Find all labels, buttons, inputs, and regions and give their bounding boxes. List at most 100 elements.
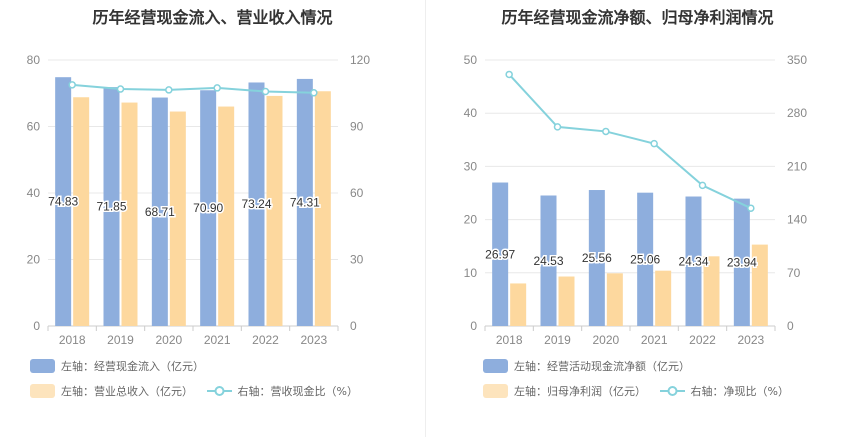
right-axis-tick-label: 60 (350, 186, 364, 200)
x-axis-tick-label: 2018 (496, 333, 523, 347)
legend-swatch-blue (30, 359, 55, 373)
bar-value-label: 23.94 (727, 255, 757, 269)
legend-line-icon (206, 386, 232, 396)
x-axis-tick-label: 2018 (59, 333, 86, 347)
bar-value-label: 68.71 (145, 205, 175, 219)
bar-2020-series-2[interactable] (606, 273, 623, 326)
bar-2022-series-1[interactable] (248, 82, 265, 327)
x-axis-tick-label: 2022 (689, 333, 716, 347)
x-axis-tick-label: 2020 (155, 333, 182, 347)
x-axis-tick-label: 2019 (544, 333, 571, 347)
bar-2023-series-1[interactable] (733, 198, 750, 326)
left-chart-plot: 0 20 40 60 80 0 30 60 90 120 2018 2019 2020 2021 2022 2… (27, 53, 371, 347)
x-axis-tick-label: 2023 (300, 333, 327, 347)
bar-2020-series-1[interactable] (588, 190, 605, 326)
bar-value-label: 26.97 (485, 247, 515, 261)
bar-2022-series-1[interactable] (685, 196, 702, 326)
right-axis-tick-label: 280 (787, 106, 807, 120)
legend-label: 左轴：归母净利润（亿元） (514, 385, 646, 398)
left-axis-tick-label: 20 (464, 213, 478, 227)
left-axis-tick-label: 30 (464, 159, 478, 173)
right-axis-tick-label: 210 (787, 159, 807, 173)
x-axis-tick-label: 2020 (592, 333, 619, 347)
left-axis-tick-label: 0 (33, 319, 40, 333)
left-axis-tick-label: 80 (27, 53, 41, 67)
legend-label: 左轴：营业总收入（亿元） (61, 385, 193, 398)
bar-2018-series-2[interactable] (73, 97, 90, 327)
left-axis-tick-label: 60 (27, 120, 41, 134)
ratio-point-2021[interactable] (213, 84, 221, 92)
x-axis-tick-label: 2021 (641, 333, 668, 347)
legend-line-icon (659, 386, 685, 396)
bar-value-label: 25.56 (582, 251, 612, 265)
bar-value-label: 74.83 (48, 195, 78, 209)
chart-title: 历年经营现金流净额、归母净利润情况 (501, 8, 774, 27)
ratio-point-2020[interactable] (602, 127, 610, 136)
bar-2020-series-1[interactable] (151, 97, 168, 327)
legend-row-2: 左轴：营业总收入（亿元） 右轴：营收现金比（%） (30, 383, 368, 401)
ratio-line (508, 73, 752, 210)
ratio-point-2023[interactable] (310, 89, 318, 97)
bar-2023-series-1[interactable] (296, 78, 313, 326)
left-axis-tick-label: 40 (464, 106, 478, 120)
panel-divider (425, 0, 426, 437)
legend-label: 左轴：经营活动现金流净额（亿元） (514, 360, 690, 373)
legend-swatch-orange (30, 384, 55, 398)
right-axis-tick-label: 120 (350, 53, 370, 67)
left-axis-tick-label: 40 (27, 186, 41, 200)
right-axis-tick-label: 30 (350, 253, 364, 267)
bar-value-label: 74.31 (290, 195, 320, 209)
ratio-line (72, 83, 314, 94)
bar-value-label: 73.24 (241, 197, 271, 211)
right-axis-tick-label: 350 (787, 53, 807, 67)
right-axis-tick-label: 70 (787, 266, 801, 280)
bar-2023-series-2[interactable] (314, 91, 331, 326)
bar-2018-series-1[interactable] (55, 77, 72, 326)
ratio-point-2018[interactable] (68, 81, 76, 89)
left-axis-tick-label: 0 (470, 319, 477, 333)
legend-item-ratio[interactable]: 右轴：营收现金比（%） (206, 383, 358, 399)
bar-2021-series-2[interactable] (655, 270, 672, 326)
bar-value-label: 70.90 (193, 201, 223, 215)
bar-2019-series-2[interactable] (121, 102, 138, 326)
bar-2021-series-1[interactable] (637, 192, 654, 326)
bar-value-label: 24.53 (533, 254, 563, 268)
ratio-point-2023[interactable] (747, 204, 755, 212)
x-axis-tick-label: 2021 (204, 333, 231, 347)
legend-label: 右轴：营收现金比（%） (237, 385, 358, 398)
bar-2020-series-2[interactable] (169, 111, 186, 326)
bar-2019-series-1[interactable] (103, 87, 120, 326)
right-axis-tick-label: 90 (350, 120, 364, 134)
bar-2023-series-2[interactable] (751, 244, 768, 326)
bar-value-label: 24.34 (678, 254, 708, 268)
bar-2018-series-1[interactable] (492, 182, 509, 326)
right-axis-tick-label: 140 (787, 213, 807, 227)
ratio-point-2019[interactable] (116, 85, 125, 93)
ratio-point-2018[interactable] (505, 70, 513, 79)
ratio-point-2020[interactable] (165, 86, 173, 94)
bar-2021-series-1[interactable] (200, 90, 217, 326)
bar-2019-series-2[interactable] (558, 276, 575, 326)
bar-2021-series-2[interactable] (218, 106, 235, 326)
bar-2022-series-2[interactable] (266, 95, 283, 326)
legend-item-net-profit[interactable]: 左轴：归母净利润（亿元） (483, 383, 646, 399)
ratio-point-2021[interactable] (650, 139, 658, 148)
x-axis-tick-label: 2022 (252, 333, 279, 347)
bar-2022-series-2[interactable] (703, 256, 720, 326)
bar-value-label: 25.06 (630, 252, 660, 266)
legend-item-net-cashflow[interactable]: 左轴：经营活动现金流净额（亿元） (483, 358, 690, 374)
legend-item-revenue[interactable]: 左轴：营业总收入（亿元） (30, 383, 193, 399)
chart-title: 历年经营现金流入、营业收入情况 (92, 8, 333, 27)
ratio-point-2022[interactable] (698, 181, 707, 190)
bar-2018-series-2[interactable] (510, 283, 527, 326)
bar-2019-series-1[interactable] (540, 195, 557, 326)
ratio-point-2019[interactable] (553, 123, 562, 131)
right-chart-plot: 0 10 20 30 40 50 0 70 140 210 280 350 2018 2019 2020 20… (464, 53, 808, 347)
legend-swatch-orange (483, 384, 508, 398)
ratio-point-2022[interactable] (261, 87, 270, 96)
right-axis-tick-label: 0 (787, 319, 794, 333)
left-axis-tick-label: 20 (27, 253, 41, 267)
x-axis-tick-label: 2019 (107, 333, 134, 347)
legend-item-net-cash-ratio[interactable]: 右轴：净现比（%） (659, 383, 789, 399)
legend-item-cash-inflow[interactable]: 左轴：经营现金流入（亿元） (30, 358, 204, 374)
